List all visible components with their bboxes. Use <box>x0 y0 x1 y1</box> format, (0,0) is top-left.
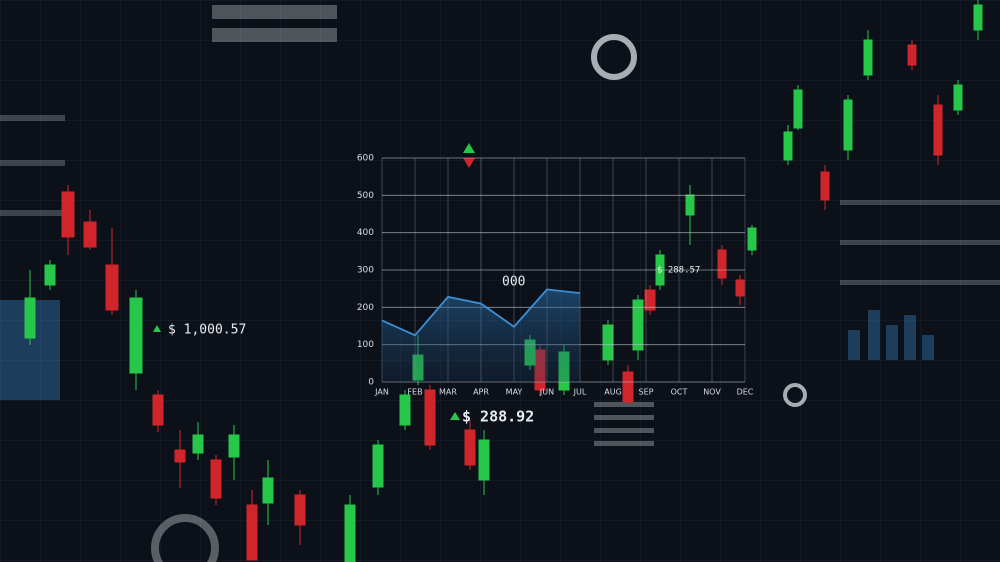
x-tick-label: OCT <box>671 388 688 397</box>
center-label: 000 <box>502 275 525 290</box>
decor <box>0 5 1000 446</box>
x-tick-label: MAR <box>439 388 457 397</box>
y-tick-label: 0 <box>368 378 374 388</box>
y-tick-label: 500 <box>357 191 374 201</box>
line <box>381 288 581 337</box>
x-tick-label: APR <box>473 388 489 397</box>
dials <box>151 34 807 562</box>
x-tick-label: SEP <box>639 388 654 397</box>
x-tick-label: JAN <box>374 388 389 397</box>
price-label: $ 288.57 <box>657 266 700 276</box>
y-tick-label: 100 <box>357 340 374 350</box>
y-tick-label: 600 <box>357 154 374 164</box>
x-tick-label: JUN <box>539 388 554 397</box>
x-tick-label: FEB <box>407 388 422 397</box>
area <box>382 289 580 382</box>
y-tick-label: 400 <box>357 228 374 238</box>
x-tick-label: MAY <box>506 388 523 397</box>
x-tick-label: DEC <box>737 388 754 397</box>
y-tick-label: 300 <box>357 266 374 276</box>
x-tick-label: JUL <box>573 388 587 397</box>
y-tick-label: 200 <box>357 303 374 313</box>
price-label: $ 1,000.57 <box>168 323 246 338</box>
x-tick-label: AUG <box>604 388 622 397</box>
price-label: $ 288.92 <box>462 408 534 426</box>
x-tick-label: NOV <box>703 388 721 397</box>
plot: 0 100 200 300 400 500 600 JAN FEB MAR APR MAY JUN JUL… <box>357 154 754 397</box>
